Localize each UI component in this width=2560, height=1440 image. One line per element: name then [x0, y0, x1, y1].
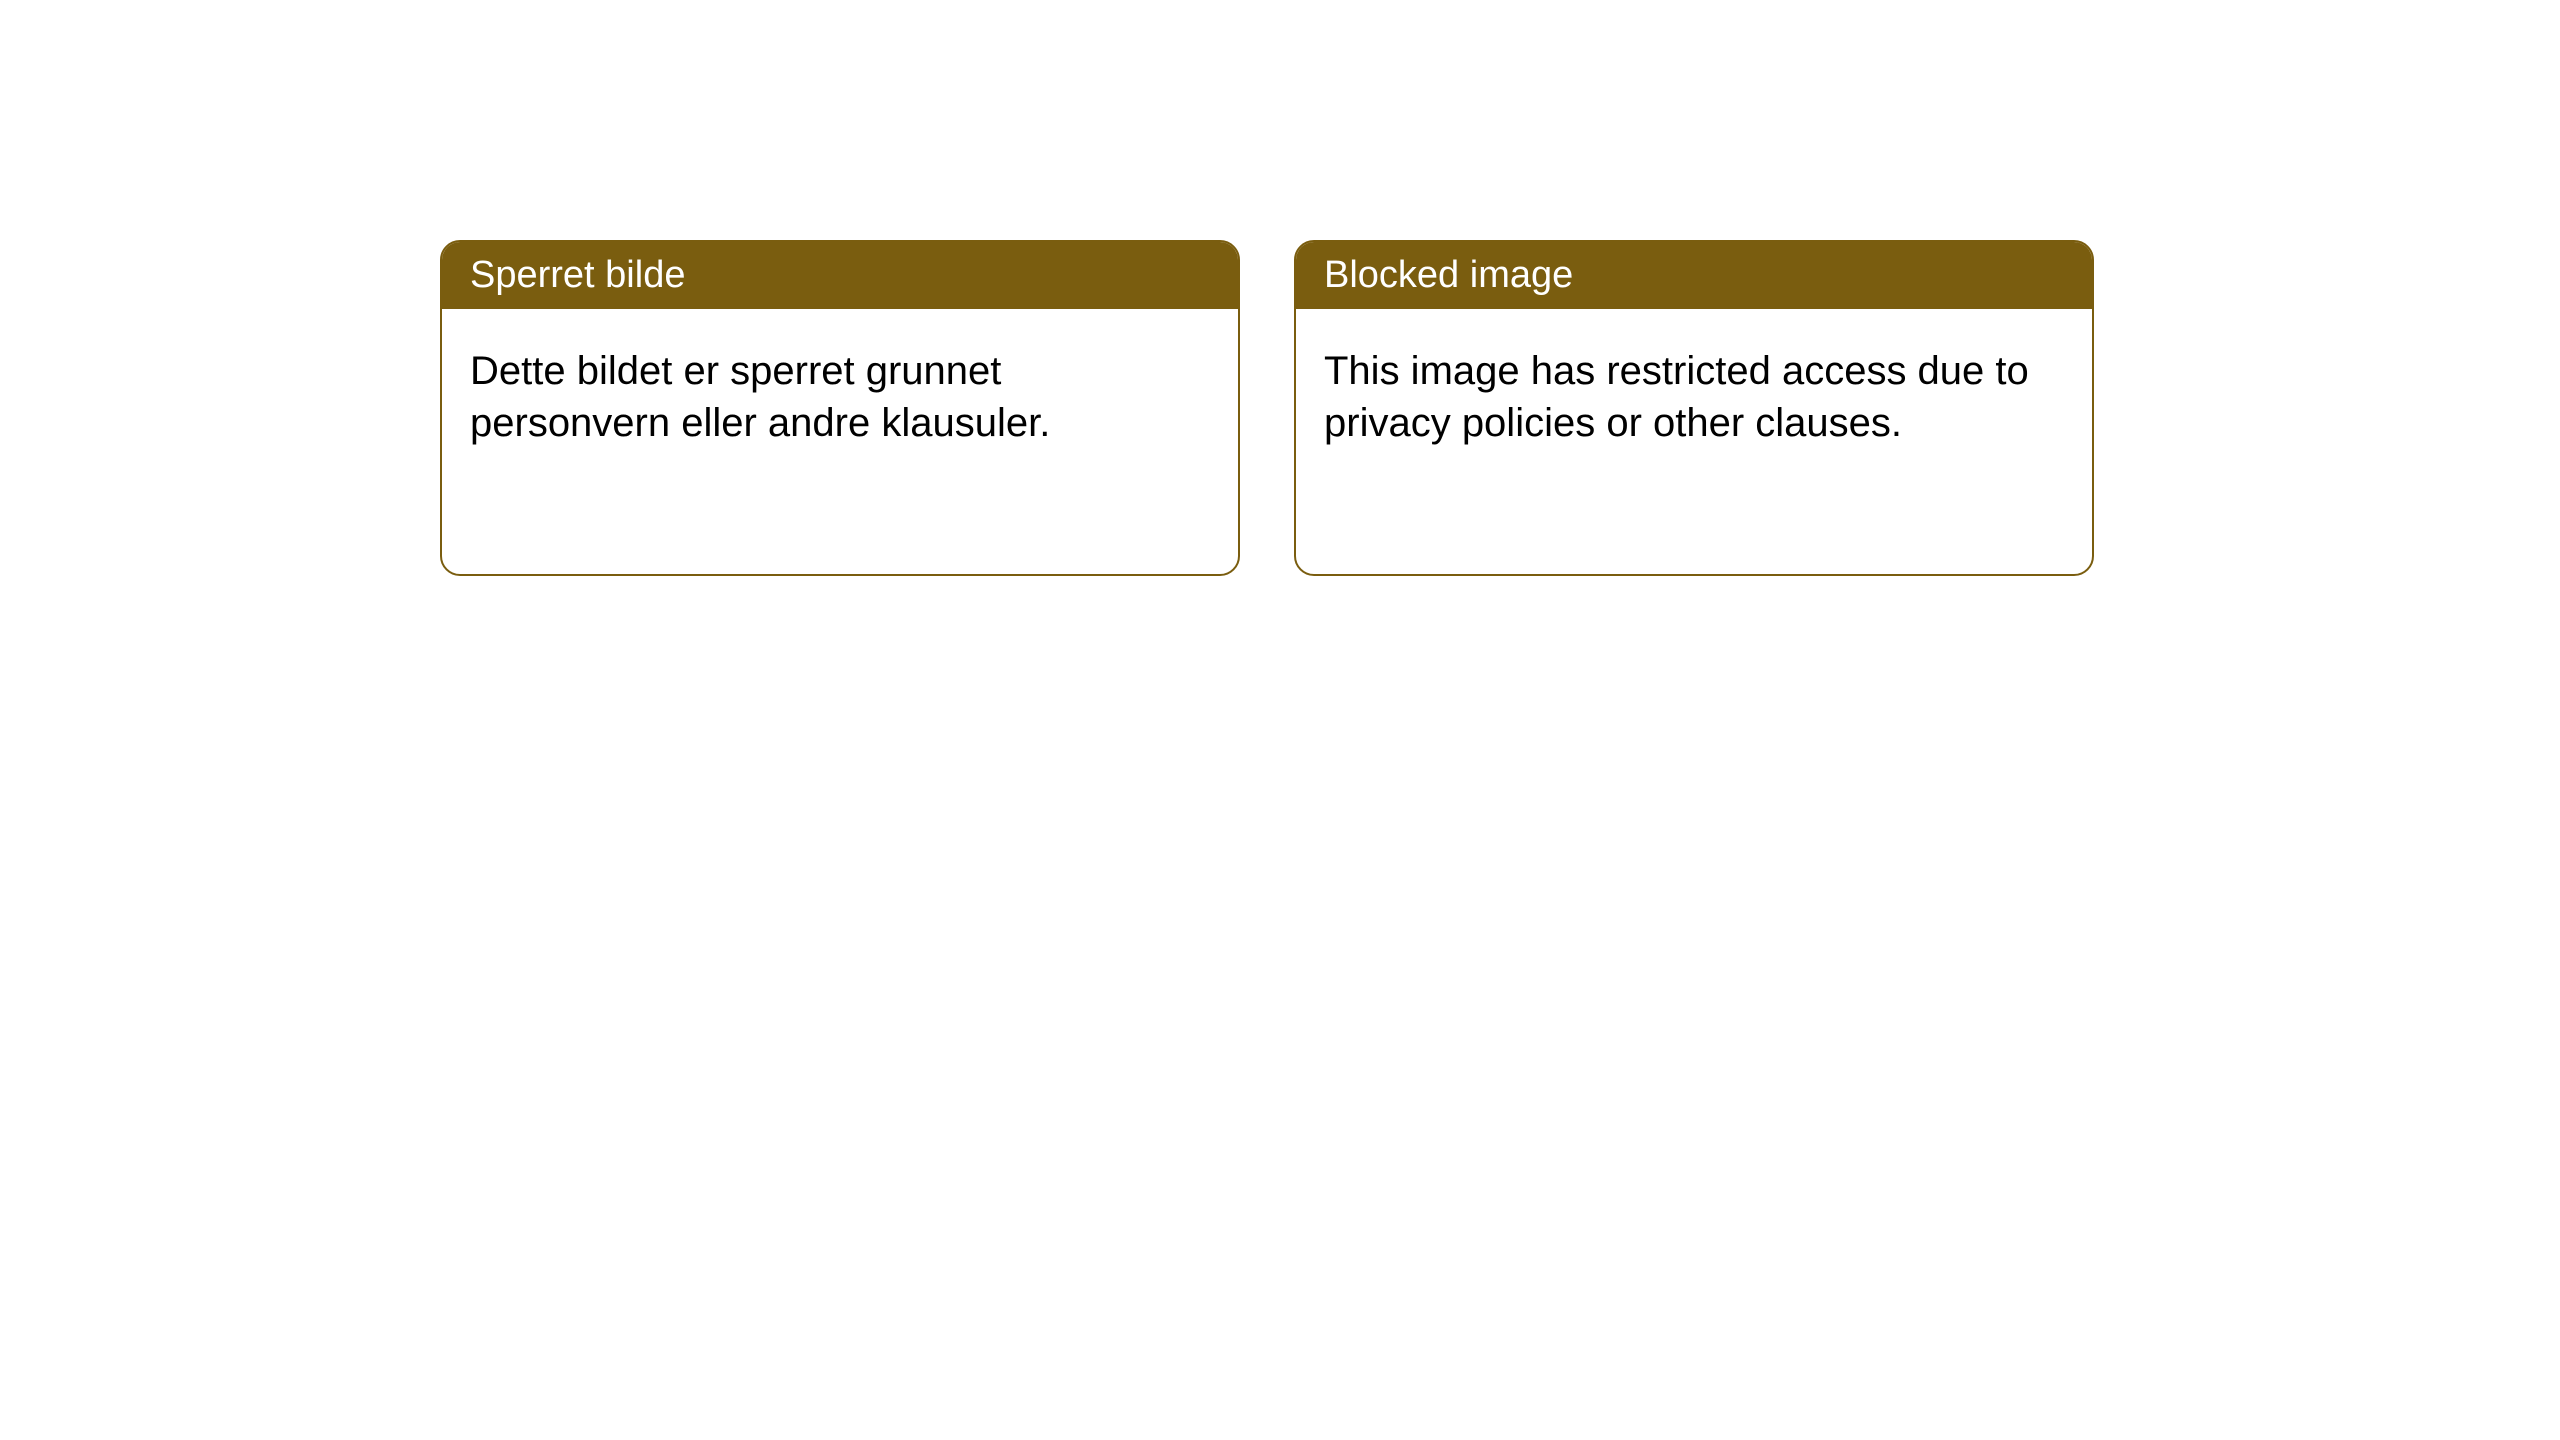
- card-body: Dette bildet er sperret grunnet personve…: [442, 309, 1238, 485]
- card-header: Sperret bilde: [442, 242, 1238, 309]
- card-body-text: This image has restricted access due to …: [1324, 349, 2029, 445]
- card-body: This image has restricted access due to …: [1296, 309, 2092, 485]
- card-title: Blocked image: [1324, 254, 1573, 296]
- notice-container: Sperret bilde Dette bildet er sperret gr…: [440, 240, 2094, 576]
- card-body-text: Dette bildet er sperret grunnet personve…: [470, 349, 1050, 445]
- card-header: Blocked image: [1296, 242, 2092, 309]
- card-title: Sperret bilde: [470, 254, 685, 296]
- notice-card-norwegian: Sperret bilde Dette bildet er sperret gr…: [440, 240, 1240, 576]
- notice-card-english: Blocked image This image has restricted …: [1294, 240, 2094, 576]
